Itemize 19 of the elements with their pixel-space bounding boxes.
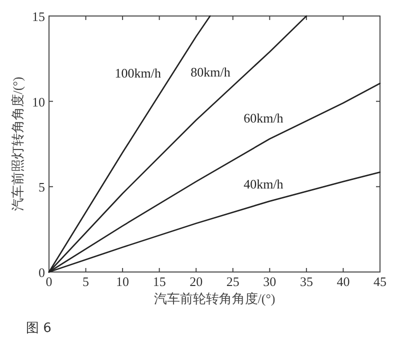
y-axis-title: 汽车前照灯转角角度/(°) [10, 76, 25, 212]
x-tick-label: 45 [374, 274, 386, 289]
x-tick-label: 40 [336, 274, 350, 289]
x-tick-label: 35 [300, 274, 313, 289]
series-label: 40km/h [244, 176, 284, 192]
y-tick-label: 10 [32, 94, 45, 110]
series-label: 100km/h [114, 66, 162, 81]
x-tick-label: 10 [116, 274, 130, 289]
series-label: 80km/h [190, 64, 231, 80]
x-tick-label: 5 [82, 274, 90, 289]
x-tick-label: 25 [226, 274, 240, 289]
x-tick-label: 20 [190, 274, 203, 289]
caption: 图 6 [26, 321, 52, 336]
x-tick-label: 30 [263, 274, 276, 289]
x-axis-title: 汽车前轮转角角度/(°) [154, 291, 276, 306]
x-tick-label: 15 [152, 274, 166, 289]
series-label: 60km/h [244, 110, 284, 126]
y-tick-label: 5 [38, 180, 45, 195]
y-tick-label: 15 [32, 9, 45, 24]
